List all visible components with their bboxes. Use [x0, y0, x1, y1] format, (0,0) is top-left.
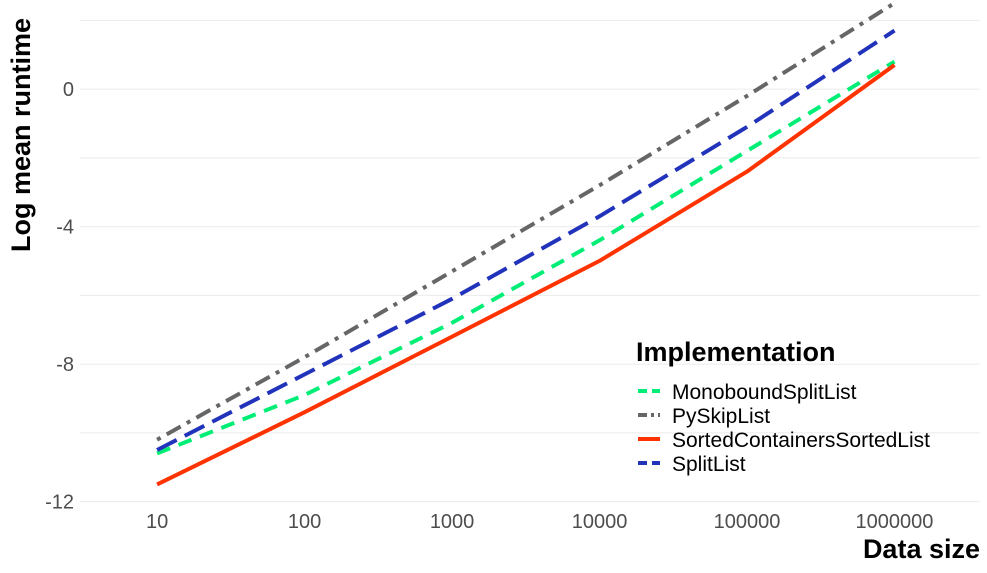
legend: Implementation MonoboundSplitListPySkipL… [636, 337, 930, 476]
legend-label: PySkipList [672, 405, 770, 428]
y-tick-label: -12 [45, 492, 74, 514]
x-tick-label: 10000 [572, 511, 628, 533]
legend-label: MonoboundSplitList [672, 381, 857, 404]
series-line-pyskiplist [156, 1, 896, 442]
series-lines [156, 1, 896, 487]
y-axis-ticks: 0 -4 -8 -12 [45, 79, 74, 514]
x-tick-label: 100000 [714, 511, 781, 533]
series-line-splitlist [156, 28, 896, 452]
x-axis-title: Data size [863, 534, 980, 564]
x-tick-label: 1000 [430, 511, 475, 533]
legend-label: SplitList [672, 453, 746, 476]
series-line-monoboundsplitlist [156, 59, 896, 456]
y-axis-title: Log mean runtime [6, 18, 36, 252]
legend-title: Implementation [636, 337, 836, 367]
legend-label: SortedContainersSortedList [672, 429, 930, 452]
x-tick-label: 10 [146, 511, 168, 533]
y-tick-label: 0 [63, 79, 74, 101]
y-tick-label: -4 [56, 217, 74, 239]
legend-items: MonoboundSplitListPySkipListSortedContai… [638, 381, 930, 476]
y-tick-label: -8 [56, 354, 74, 376]
x-tick-label: 100 [288, 511, 321, 533]
series-line-sortedcontainerssortedlist [156, 63, 896, 487]
x-tick-label: 1000000 [856, 511, 934, 533]
x-axis-ticks: 10 100 1000 10000 100000 1000000 [146, 511, 933, 533]
